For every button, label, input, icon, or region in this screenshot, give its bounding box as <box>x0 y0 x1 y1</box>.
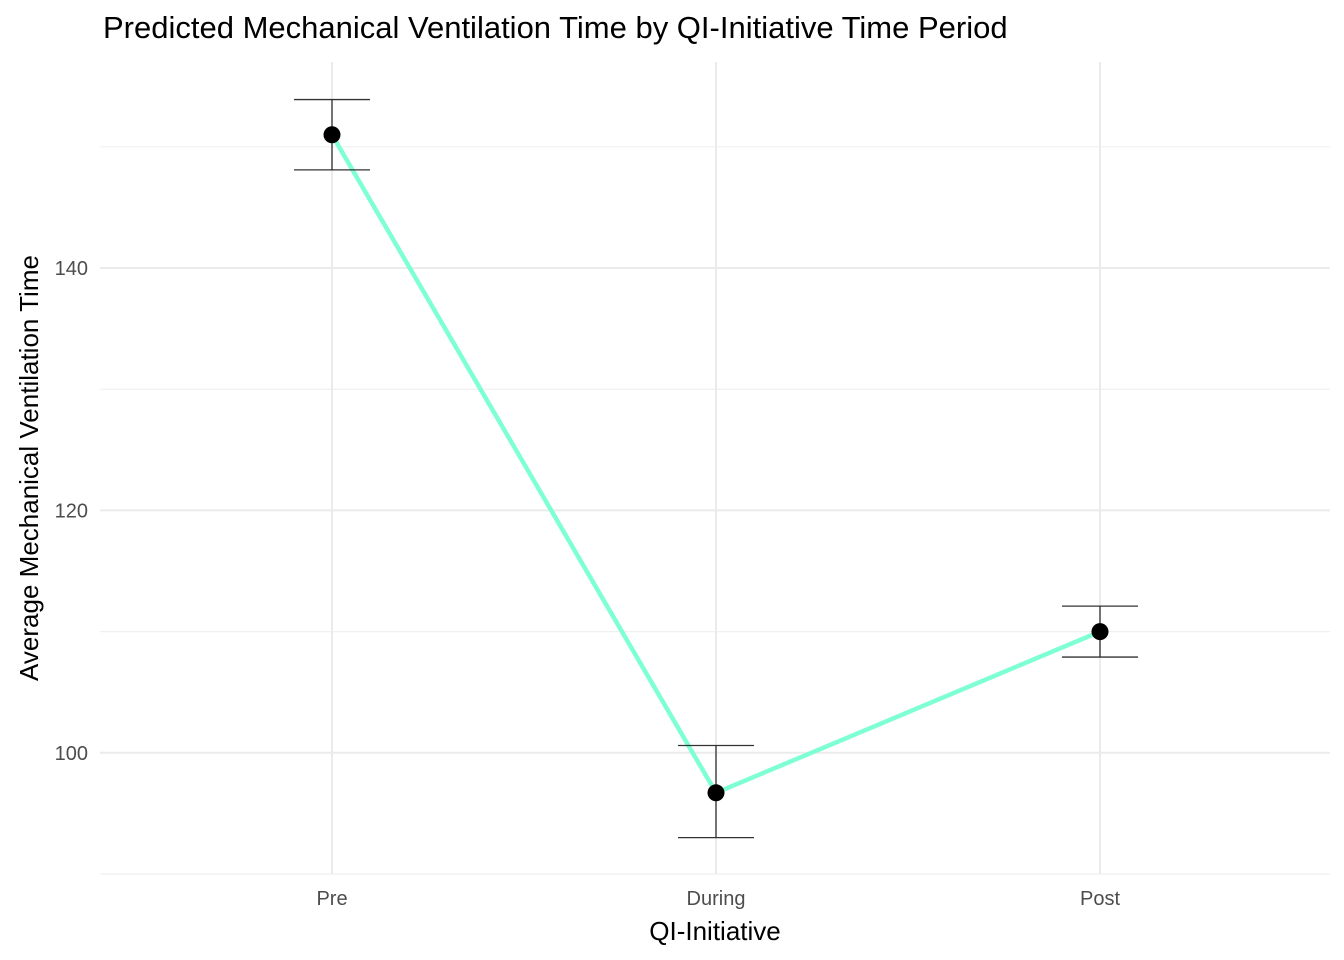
y-axis-title: Average Mechanical Ventilation Time <box>14 255 44 681</box>
y-tick-label: 100 <box>55 743 88 765</box>
y-tick-label: 120 <box>55 500 88 522</box>
x-tick-label: During <box>687 888 746 910</box>
y-axis-ticks: 100 120 140 <box>55 258 88 765</box>
x-axis-title: QI-Initiative <box>649 916 781 946</box>
data-point <box>707 784 725 802</box>
x-axis-ticks: Pre During Post <box>316 888 1120 910</box>
x-tick-label: Post <box>1080 888 1120 910</box>
major-gridlines <box>100 62 1330 874</box>
x-tick-label: Pre <box>316 888 347 910</box>
data-points <box>323 126 1109 802</box>
y-tick-label: 140 <box>55 258 88 280</box>
data-point <box>1091 623 1109 641</box>
data-point <box>323 126 341 144</box>
chart-title: Predicted Mechanical Ventilation Time by… <box>103 10 1008 45</box>
